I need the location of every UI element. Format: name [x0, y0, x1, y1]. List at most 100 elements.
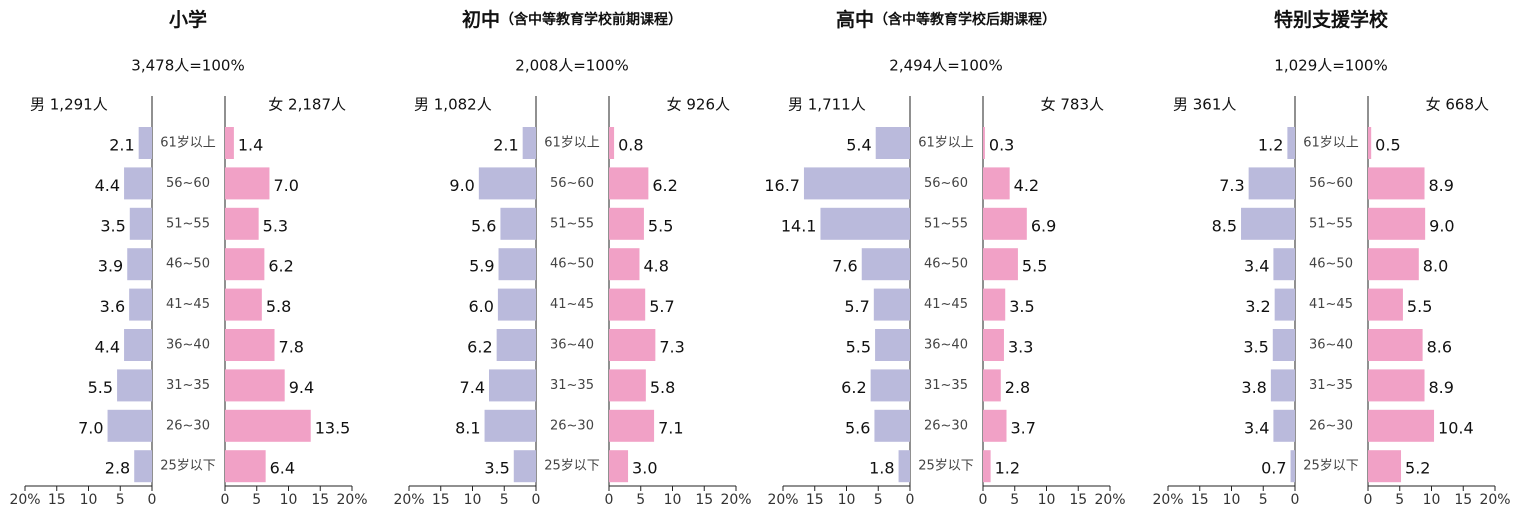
- bar-female: [983, 450, 991, 483]
- bar-female: [609, 167, 649, 200]
- value-label: 8.1: [455, 418, 480, 437]
- bar-male: [478, 167, 536, 200]
- bar-male: [497, 288, 536, 321]
- x-tick-label: 0: [148, 492, 157, 508]
- category-label: 31~35: [924, 378, 968, 393]
- value-label: 3.5: [484, 459, 509, 478]
- value-label: 7.8: [279, 338, 304, 357]
- subtitle: 1,029人=100%: [1274, 57, 1387, 75]
- category-label: 51~55: [1309, 216, 1353, 231]
- value-label: 1.8: [869, 459, 894, 478]
- value-label: 7.3: [659, 338, 684, 357]
- bar-male: [498, 248, 536, 281]
- bar-female: [225, 127, 234, 159]
- bar-female: [1368, 127, 1372, 159]
- value-label: 9.0: [1429, 216, 1454, 235]
- category-label: 36~40: [924, 338, 968, 353]
- x-tick-label: 10: [464, 492, 482, 508]
- x-tick-label: 15: [432, 492, 450, 508]
- bar-male: [107, 409, 152, 442]
- value-label: 6.2: [268, 257, 293, 276]
- category-label: 31~35: [166, 378, 210, 393]
- x-tick-label: 15: [1191, 492, 1209, 508]
- x-tick-label: 10: [80, 492, 98, 508]
- category-label: 46~50: [166, 257, 210, 272]
- value-label: 6.4: [270, 459, 295, 478]
- value-label: 6.2: [467, 338, 492, 357]
- category-label: 51~55: [550, 216, 594, 231]
- value-label: 3.3: [1008, 338, 1033, 357]
- value-label: 16.7: [764, 176, 800, 195]
- value-label: 3.2: [1245, 297, 1270, 316]
- bar-female: [225, 207, 259, 240]
- bar-female: [225, 329, 275, 361]
- x-tick-label: 0: [1291, 492, 1300, 508]
- value-label: 2.1: [493, 136, 518, 155]
- x-tick-label: 0: [605, 492, 614, 508]
- bar-female: [1368, 167, 1425, 200]
- legend-male: 男 1,082人: [414, 96, 492, 114]
- x-tick-label: 20%: [1094, 492, 1125, 508]
- x-tick-label: 15: [1454, 492, 1472, 508]
- value-label: 6.0: [468, 297, 493, 316]
- bar-female: [609, 409, 655, 442]
- legend-female: 女 783人: [1041, 96, 1104, 114]
- bar-female: [983, 329, 1004, 361]
- x-tick-label: 5: [252, 492, 261, 508]
- bar-male: [129, 288, 152, 321]
- bar-male: [875, 329, 910, 361]
- value-label: 5.5: [1022, 257, 1047, 276]
- bar-male: [522, 127, 536, 159]
- category-label: 25岁以下: [544, 459, 600, 474]
- bar-female: [983, 248, 1018, 281]
- category-label: 56~60: [1309, 176, 1353, 191]
- value-label: 2.1: [109, 136, 134, 155]
- x-tick-label: 20%: [9, 492, 40, 508]
- category-label: 36~40: [550, 338, 594, 353]
- bar-male: [803, 167, 910, 200]
- x-tick-label: 5: [1259, 492, 1268, 508]
- value-label: 9.0: [449, 176, 474, 195]
- value-label: 3.6: [100, 297, 125, 316]
- bar-male: [1248, 167, 1295, 200]
- category-label: 61岁以上: [1303, 136, 1359, 151]
- value-label: 3.8: [1241, 378, 1266, 397]
- category-label: 36~40: [166, 338, 210, 353]
- bar-male: [513, 450, 536, 483]
- category-label: 56~60: [550, 176, 594, 191]
- category-label: 25岁以下: [918, 459, 974, 474]
- legend-male: 男 361人: [1173, 96, 1236, 114]
- bar-female: [983, 207, 1027, 240]
- x-tick-label: 20%: [720, 492, 751, 508]
- legend-female: 女 926人: [667, 96, 730, 114]
- value-label: 7.6: [832, 257, 857, 276]
- value-label: 3.4: [1244, 418, 1269, 437]
- value-label: 3.4: [1244, 257, 1269, 276]
- value-label: 7.3: [1219, 176, 1244, 195]
- category-label: 51~55: [924, 216, 968, 231]
- category-label: 61岁以上: [544, 136, 600, 151]
- bar-female: [609, 288, 646, 321]
- value-label: 1.2: [995, 459, 1020, 478]
- x-tick-label: 20%: [336, 492, 367, 508]
- category-label: 46~50: [924, 257, 968, 272]
- x-tick-label: 0: [1364, 492, 1373, 508]
- x-tick-label: 10: [664, 492, 682, 508]
- bar-female: [983, 369, 1001, 402]
- value-label: 5.8: [650, 378, 675, 397]
- x-tick-label: 0: [532, 492, 541, 508]
- subtitle: 3,478人=100%: [131, 57, 244, 75]
- value-label: 10.4: [1438, 418, 1474, 437]
- title-note: （含中等教育学校前期课程）: [500, 11, 682, 28]
- value-label: 5.5: [1407, 297, 1432, 316]
- value-label: 5.8: [266, 297, 291, 316]
- x-tick-label: 10: [1223, 492, 1241, 508]
- value-label: 4.2: [1014, 176, 1039, 195]
- title-main: 高中: [836, 8, 874, 31]
- value-label: 0.5: [1375, 136, 1400, 155]
- bar-male: [129, 207, 152, 240]
- bar-male: [820, 207, 910, 240]
- x-tick-label: 15: [1069, 492, 1087, 508]
- bar-female: [225, 450, 266, 483]
- value-label: 1.4: [238, 136, 263, 155]
